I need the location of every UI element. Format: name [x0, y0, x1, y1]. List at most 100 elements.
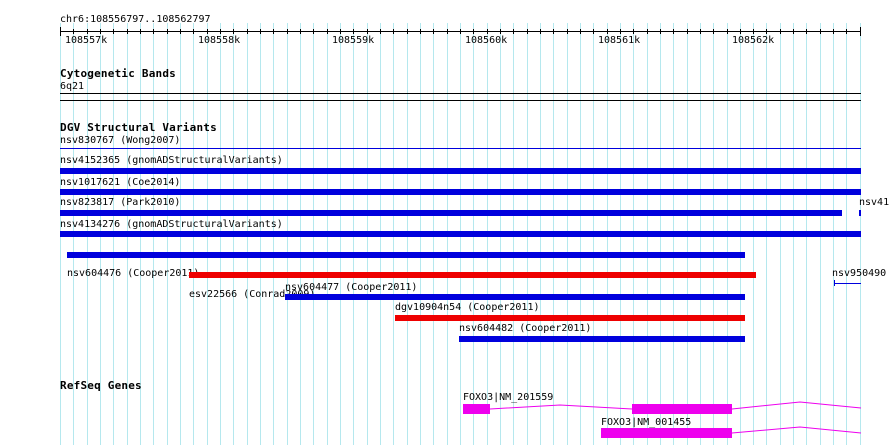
ruler-minor-tick [220, 29, 221, 34]
variant-label: esv22566 (Conrad2009) [189, 289, 316, 300]
ruler-minor-tick [367, 29, 368, 34]
ruler-minor-tick [607, 29, 608, 34]
variant-bar[interactable] [60, 231, 861, 237]
ruler-minor-tick [60, 29, 61, 34]
variant-label: nsv823817 (Park2010) [60, 197, 181, 208]
variant-bar[interactable] [459, 336, 745, 342]
ruler-minor-tick [620, 29, 621, 34]
ruler-minor-tick [633, 29, 634, 34]
ruler-minor-tick [260, 29, 261, 34]
variant-end-tick [834, 280, 835, 286]
ruler-minor-tick [753, 29, 754, 34]
ruler-minor-tick [713, 29, 714, 34]
ruler-minor-tick [140, 29, 141, 34]
ruler-tick-label: 108557k [65, 35, 108, 46]
exon-block[interactable] [463, 404, 490, 414]
ruler-minor-tick [420, 29, 421, 34]
ruler-minor-tick [487, 29, 488, 34]
variant-bar[interactable] [285, 294, 745, 300]
variant-bar[interactable] [60, 168, 861, 174]
ruler-minor-tick [153, 29, 154, 34]
ruler-minor-tick [567, 29, 568, 34]
ruler-minor-tick [193, 29, 194, 34]
ruler-minor-tick [433, 29, 434, 34]
variant-bar[interactable] [834, 283, 861, 284]
cytoband-track-title: Cytogenetic Bands [60, 67, 176, 80]
cytoband-line-bottom [60, 100, 861, 101]
ruler-minor-tick [87, 29, 88, 34]
variant-label: nsv4152365 (gnomADStructuralVariants) [60, 155, 283, 166]
ruler-minor-tick [447, 29, 448, 34]
ruler-minor-tick [300, 29, 301, 34]
intron-line [731, 426, 862, 434]
ruler-minor-tick [73, 29, 74, 34]
cytoband-band-label: 6q21 [60, 81, 85, 92]
ruler-minor-tick [806, 29, 807, 34]
ruler-minor-tick [687, 29, 688, 34]
variant-bar[interactable] [60, 210, 842, 216]
ruler-minor-tick [113, 29, 114, 34]
variant-label: nsv604482 (Cooper2011) [459, 323, 592, 334]
ruler-minor-tick [100, 29, 101, 34]
ruler-minor-tick [527, 29, 528, 34]
ruler-minor-tick [700, 29, 701, 34]
variant-label: nsv604476 (Cooper2011) [67, 268, 200, 279]
ruler-minor-tick [727, 29, 728, 34]
ruler-minor-tick [673, 29, 674, 34]
ruler-minor-tick [393, 29, 394, 34]
ruler-minor-tick [313, 29, 314, 34]
ruler-minor-tick [127, 29, 128, 34]
ruler-minor-tick [580, 29, 581, 34]
ruler-minor-tick [273, 29, 274, 34]
variant-label: nsv604477 (Cooper2011) [285, 282, 418, 293]
variant-bar[interactable] [60, 189, 861, 195]
variant-label: nsv41 [859, 197, 890, 208]
ruler-tick-label: 108558k [198, 35, 241, 46]
ruler-tick-label: 108559k [332, 35, 375, 46]
refseq-track-title: RefSeq Genes [60, 379, 142, 392]
transcript-label: FOXO3|NM_001455 [601, 417, 692, 428]
variant-label: nsv830767 (Wong2007) [60, 135, 181, 146]
ruler-minor-tick [593, 29, 594, 34]
variant-label: nsv4134276 (gnomADStructuralVariants) [60, 219, 283, 230]
ruler-minor-tick [553, 29, 554, 34]
ruler-minor-tick [540, 29, 541, 34]
transcript-label: FOXO3|NM_201559 [463, 392, 554, 403]
ruler-minor-tick [846, 29, 847, 34]
ruler-tick-label: 108562k [732, 35, 775, 46]
ruler-minor-tick [500, 29, 501, 34]
variant-bar[interactable] [189, 272, 756, 278]
ruler-minor-tick [353, 29, 354, 34]
ruler-minor-tick [233, 29, 234, 34]
cytoband-line-top [60, 93, 861, 94]
ruler-tick-label: 108561k [598, 35, 641, 46]
ruler-minor-tick [833, 29, 834, 34]
ruler-minor-tick [407, 29, 408, 34]
ruler-minor-tick [180, 29, 181, 34]
ruler-minor-tick [327, 29, 328, 34]
ruler-minor-tick [793, 29, 794, 34]
variant-label: dgv10904n54 (Cooper2011) [395, 302, 540, 313]
exon-block[interactable] [601, 428, 732, 438]
ruler-minor-tick [660, 29, 661, 34]
ruler-minor-tick [287, 29, 288, 34]
ruler-minor-tick [780, 29, 781, 34]
ruler-minor-tick [766, 29, 767, 34]
ruler-minor-tick [460, 29, 461, 34]
variant-bar[interactable] [395, 315, 745, 321]
ruler-minor-tick [167, 29, 168, 34]
dgv-track-title: DGV Structural Variants [60, 121, 217, 134]
ruler-minor-tick [740, 29, 741, 34]
ruler-tick-label: 108560k [465, 35, 508, 46]
ruler-minor-tick [473, 29, 474, 34]
ruler-minor-tick [820, 29, 821, 34]
variant-bar[interactable] [67, 252, 745, 258]
variant-label: nsv1017621 (Coe2014) [60, 177, 181, 188]
ruler-minor-tick [247, 29, 248, 34]
variant-label: nsv950490 [832, 268, 887, 279]
variant-bar[interactable] [60, 148, 861, 149]
variant-bar[interactable] [859, 210, 861, 216]
exon-block[interactable] [632, 404, 732, 414]
ruler-minor-tick [513, 29, 514, 34]
